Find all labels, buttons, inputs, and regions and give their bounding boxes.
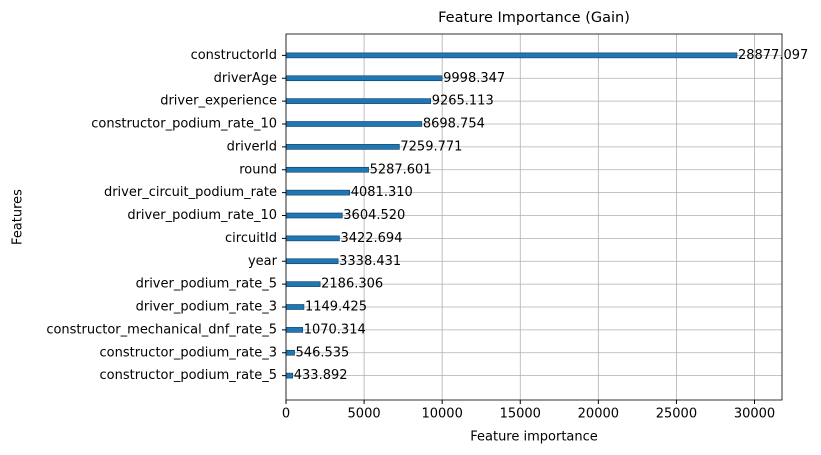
bar (285, 327, 304, 333)
bar (285, 52, 738, 59)
y-tick-label: driver_circuit_podium_rate (104, 185, 277, 200)
y-tick-label: driver_podium_rate_10 (127, 208, 277, 223)
value-label: 1070.314 (304, 322, 366, 337)
value-label: 5287.601 (370, 162, 432, 177)
y-tick-label: circuitId (225, 231, 277, 246)
value-label: 8698.754 (423, 117, 485, 132)
x-tick-label: 10000 (421, 407, 462, 422)
bar (285, 281, 321, 287)
bar (285, 98, 431, 104)
bar (285, 75, 443, 82)
x-tick-label: 30000 (734, 407, 775, 422)
value-label: 3422.694 (340, 231, 402, 246)
y-tick-label: constructorId (191, 48, 277, 63)
x-tick-label: 25000 (656, 407, 697, 422)
x-axis-label: Feature importance (470, 430, 598, 445)
value-label: 7259.771 (400, 139, 462, 154)
y-tick-label: driverId (227, 139, 277, 154)
y-tick-label: constructor_mechanical_dnf_rate_5 (46, 322, 277, 337)
y-tick-label: driver_experience (160, 94, 277, 109)
value-label: 3338.431 (339, 254, 401, 269)
value-label: 433.892 (294, 368, 348, 383)
y-tick-label: constructor_podium_rate_10 (91, 117, 277, 132)
x-tick-label: 5000 (348, 407, 381, 422)
value-label: 1149.425 (305, 300, 367, 315)
value-label: 9998.347 (443, 71, 505, 86)
bar (285, 304, 305, 310)
bar (285, 121, 423, 127)
value-label: 28877.097 (738, 48, 808, 63)
x-tick-label: 15000 (500, 407, 541, 422)
y-tick-label: constructor_podium_rate_5 (100, 368, 278, 383)
chart-title: Feature Importance (Gain) (438, 10, 630, 26)
bar (285, 349, 295, 356)
y-tick-label: driverAge (214, 71, 277, 86)
x-tick-label: 20000 (578, 407, 619, 422)
bar (285, 258, 339, 265)
x-tick-label: 0 (282, 407, 290, 422)
y-tick-label: round (239, 162, 277, 177)
value-label: 2186.306 (321, 277, 383, 292)
value-label: 4081.310 (351, 185, 413, 200)
bar (285, 189, 351, 196)
y-tick-label: driver_podium_rate_3 (136, 300, 277, 315)
bar (285, 144, 400, 150)
bar (285, 372, 294, 379)
value-label: 3604.520 (343, 208, 405, 223)
y-tick-label: driver_podium_rate_5 (136, 277, 277, 292)
y-tick-label: year (248, 254, 278, 269)
value-label: 9265.113 (432, 94, 494, 109)
bar (285, 235, 340, 242)
y-axis-label: Features (11, 189, 26, 245)
bar (285, 166, 369, 173)
value-label: 546.535 (296, 345, 350, 360)
plot-frame (285, 33, 783, 401)
y-tick-label: constructor_podium_rate_3 (100, 345, 278, 360)
bar (285, 212, 343, 219)
